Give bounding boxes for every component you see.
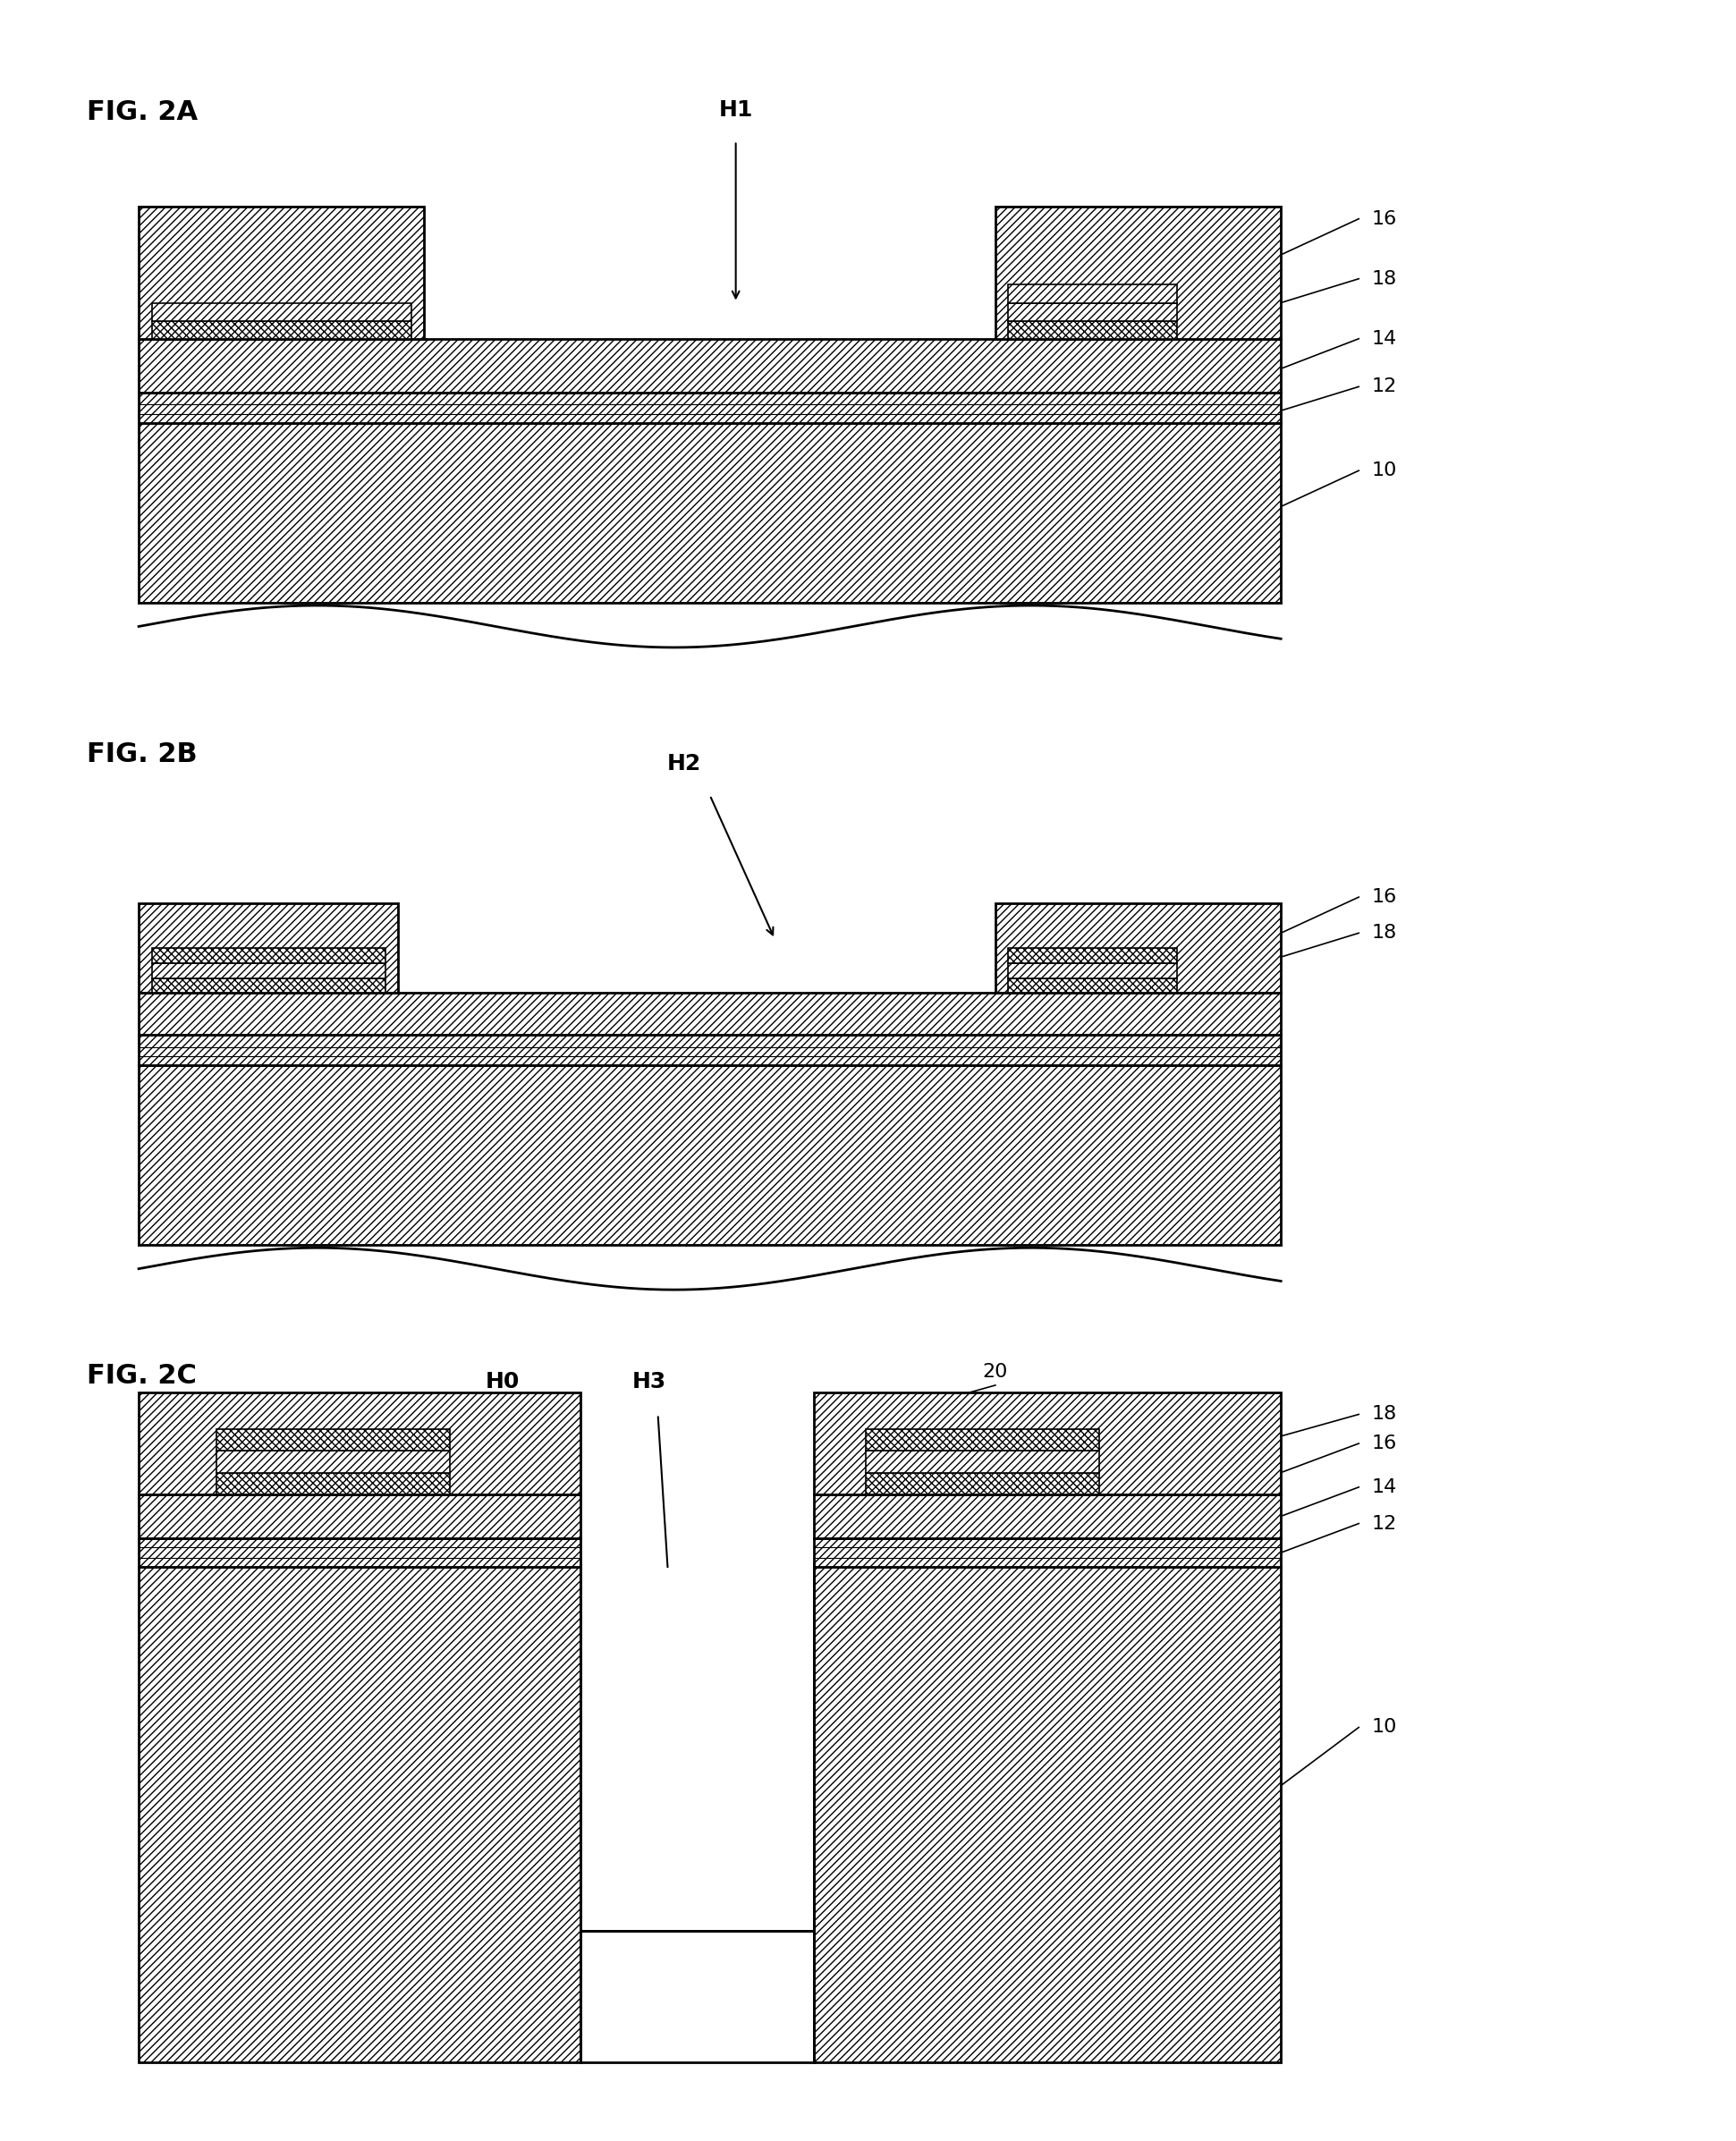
Bar <box>866 1428 1099 1452</box>
Text: FIG. 2A: FIG. 2A <box>87 98 198 124</box>
Bar <box>866 1452 1099 1473</box>
Text: 16: 16 <box>1371 210 1397 227</box>
Text: 12: 12 <box>1371 377 1397 396</box>
Text: 16: 16 <box>1371 889 1397 906</box>
Text: 10: 10 <box>1371 1719 1397 1736</box>
Bar <box>151 978 385 993</box>
Bar <box>1009 963 1177 978</box>
Bar <box>1009 948 1177 963</box>
Bar <box>139 1494 580 1537</box>
Bar <box>139 1034 1281 1064</box>
Polygon shape <box>139 422 1281 647</box>
Bar <box>580 1931 814 2062</box>
Bar <box>139 904 398 993</box>
Bar <box>151 963 385 978</box>
Text: 16: 16 <box>1371 1434 1397 1452</box>
Bar <box>995 904 1281 993</box>
Text: 10: 10 <box>1371 462 1397 480</box>
Bar <box>814 1537 1281 1567</box>
Bar <box>814 1567 1281 2062</box>
Bar <box>995 208 1281 338</box>
Bar <box>866 1473 1099 1494</box>
Bar <box>139 1537 580 1567</box>
Text: 14: 14 <box>1371 330 1397 347</box>
Text: 18: 18 <box>1371 925 1397 942</box>
Bar <box>217 1473 450 1494</box>
Bar <box>1009 978 1177 993</box>
Bar <box>1009 321 1177 338</box>
Bar <box>582 1567 812 2062</box>
Bar <box>151 321 411 338</box>
Text: 12: 12 <box>1371 1514 1397 1533</box>
Bar <box>151 948 385 963</box>
Bar <box>139 338 1281 392</box>
Bar <box>139 993 1281 1034</box>
Text: FIG. 2B: FIG. 2B <box>87 741 198 766</box>
Text: H2: H2 <box>667 754 701 775</box>
Text: H0: H0 <box>484 1370 519 1392</box>
Text: H1: H1 <box>719 98 753 120</box>
Bar <box>139 422 1281 602</box>
Text: FIG. 2C: FIG. 2C <box>87 1364 196 1390</box>
Bar <box>814 1392 1281 1494</box>
Bar <box>1009 302 1177 321</box>
Bar <box>139 1392 580 1494</box>
Bar <box>217 1428 450 1452</box>
Bar <box>814 1494 1281 1537</box>
Text: H3: H3 <box>632 1370 667 1392</box>
Bar <box>139 1064 1281 1244</box>
Bar <box>151 302 411 321</box>
Text: 18: 18 <box>1371 270 1397 287</box>
Text: 14: 14 <box>1371 1477 1397 1497</box>
Bar <box>1009 285 1177 302</box>
Text: 20: 20 <box>983 1364 1009 1381</box>
Bar <box>139 392 1281 422</box>
Bar <box>139 208 424 338</box>
Bar <box>217 1452 450 1473</box>
Bar <box>139 1567 580 2062</box>
Text: 18: 18 <box>1371 1404 1397 1424</box>
